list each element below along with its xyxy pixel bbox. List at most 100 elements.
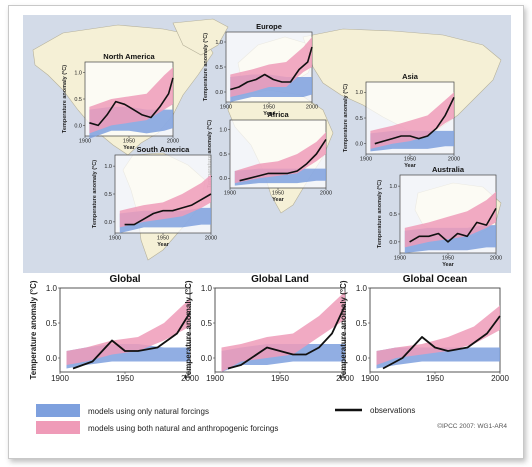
south-america-xlabel: Year xyxy=(157,242,169,248)
global-ocean-xtick-label-1900: 1900 xyxy=(361,374,379,383)
asia-xtick-label-2000: 2000 xyxy=(448,157,460,163)
chart-north-america: 1900 1950 2000 0.0 0.5 1.0 North America Year Te… xyxy=(62,52,179,151)
legend-both-label: models using both natural and anthropoge… xyxy=(88,424,278,433)
south-america-title: South America xyxy=(137,145,190,154)
africa-observations-line xyxy=(239,138,327,182)
global-land-ytick-label-1: 0.5 xyxy=(201,319,213,328)
africa-title: Africa xyxy=(267,110,289,119)
global-ocean-ytick-label-2: 1.0 xyxy=(356,284,368,293)
global-title: Global xyxy=(109,274,140,285)
south-america-ytick-label-2: 1.0 xyxy=(104,164,112,170)
europe-title: Europe xyxy=(256,22,282,31)
asia-ytick-label-2: 1.0 xyxy=(355,90,363,96)
north-america-ytick-label-2: 1.0 xyxy=(74,70,82,76)
australia-ytick-label-2: 1.0 xyxy=(389,184,397,190)
asia-ytick-label-0: 0.0 xyxy=(355,142,363,148)
south-america-ytick-label-0: 0.0 xyxy=(104,220,112,226)
chart-global-land: 1900 1950 2000 0.0 0.5 1.0 Global Land Temperat… xyxy=(184,274,354,383)
chart-global-ocean: 1900 1950 2000 0.0 0.5 1.0 Global Ocean Tempera… xyxy=(339,274,509,383)
australia-ylabel: Temperature anomaly (°C) xyxy=(377,180,383,248)
europe-ytick-label-2: 1.0 xyxy=(215,40,223,46)
australia-observations-line xyxy=(409,208,497,243)
global-xtick-label-1900: 1900 xyxy=(51,374,69,383)
legend-both-swatch xyxy=(36,421,80,434)
africa-both-band xyxy=(234,132,326,184)
europe-ylabel: Temperature anomaly (°C) xyxy=(203,33,209,101)
north-america-xtick-label-1950: 1950 xyxy=(123,139,135,145)
north-america-both-band xyxy=(89,67,173,134)
north-america-title: North America xyxy=(103,52,155,61)
africa-xlabel: Year xyxy=(272,197,284,203)
global-land-ytick-label-0: 0.0 xyxy=(201,354,213,363)
chart-australia: 1900 1950 2000 0.0 0.5 1.0 Australia Year Temper… xyxy=(377,165,502,268)
asia-xlabel: Year xyxy=(404,163,416,169)
africa-ytick-label-0: 0.0 xyxy=(219,176,227,182)
asia-ytick-label-1: 0.5 xyxy=(355,116,363,122)
africa-xtick-label-1950: 1950 xyxy=(272,191,284,197)
asia-ylabel: Temperature anomaly (°C) xyxy=(343,84,349,152)
global-ylabel: Temperature anomaly (°C) xyxy=(29,280,38,379)
north-america-ytick-label-0: 0.0 xyxy=(74,123,82,129)
australia-xtick-label-1950: 1950 xyxy=(442,256,454,262)
asia-both-band xyxy=(370,92,454,149)
global-land-ylabel: Temperature anomaly (°C) xyxy=(184,280,193,379)
europe-xtick-label-1900: 1900 xyxy=(220,105,232,111)
europe-xtick-label-1950: 1950 xyxy=(263,105,275,111)
global-land-ytick-label-2: 1.0 xyxy=(201,284,213,293)
north-america-observations-line xyxy=(89,77,174,127)
australia-xtick-label-1900: 1900 xyxy=(394,256,406,262)
global-ytick-label-0: 0.0 xyxy=(46,354,58,363)
global-both-band xyxy=(66,298,190,365)
global-land-xtick-label-1900: 1900 xyxy=(206,374,224,383)
global-land-title: Global Land xyxy=(251,274,309,285)
africa-ytick-label-1: 0.5 xyxy=(219,152,227,158)
chart-global: 1900 1950 2000 0.0 0.5 1.0 Global Temperature a… xyxy=(29,274,199,383)
north-america-ytick-label-1: 0.5 xyxy=(74,97,82,103)
north-america-ylabel: Temperature anomaly (°C) xyxy=(62,65,68,133)
chart-asia: 1900 1950 2000 0.0 0.5 1.0 Asia Year Temperature… xyxy=(343,72,460,169)
greenland-landmass xyxy=(172,18,229,56)
europe-both-band xyxy=(230,37,312,97)
global-land-xtick-label-2000: 2000 xyxy=(336,374,354,383)
global-ocean-ytick-label-1: 0.5 xyxy=(356,319,368,328)
south-america-ylabel: Temperature anomaly (°C) xyxy=(92,160,98,228)
legend-natural-swatch xyxy=(36,404,80,417)
europe-xtick-label-2000: 2000 xyxy=(306,105,318,111)
australia-ytick-label-1: 0.5 xyxy=(389,212,397,218)
asia-xtick-label-1950: 1950 xyxy=(404,157,416,163)
africa-ytick-label-2: 1.0 xyxy=(219,128,227,134)
global-land-both-band xyxy=(221,291,345,372)
europe-ytick-label-1: 0.5 xyxy=(215,65,223,71)
north-america-xtick-label-2000: 2000 xyxy=(167,139,179,145)
europe-xlabel: Year xyxy=(263,111,275,117)
global-ocean-xtick-label-1950: 1950 xyxy=(426,374,444,383)
south-america-xtick-label-1900: 1900 xyxy=(109,236,121,242)
africa-ylabel: Temperature anomaly (°C) xyxy=(207,120,213,188)
chart-africa: 1900 1950 20000.00.51.0AfricaYearTemperatu… xyxy=(207,110,332,203)
africa-xtick-label-2000: 2000 xyxy=(320,191,332,197)
global-xtick-label-1950: 1950 xyxy=(116,374,134,383)
asia-xtick-label-1900: 1900 xyxy=(360,157,372,163)
australia-both-band xyxy=(404,191,496,248)
north-america-xtick-label-1900: 1900 xyxy=(79,139,91,145)
south-america-xtick-label-1950: 1950 xyxy=(157,236,169,242)
global-ytick-label-2: 1.0 xyxy=(46,284,58,293)
global-ocean-observations-line xyxy=(382,315,501,370)
australia-title: Australia xyxy=(432,165,465,174)
australia-ytick-label-0: 0.0 xyxy=(389,240,397,246)
asia-title: Asia xyxy=(402,72,419,81)
australia-xlabel: Year xyxy=(442,262,454,268)
global-observations-line xyxy=(72,312,191,370)
australia-xtick-label-2000: 2000 xyxy=(490,256,502,262)
south-america-both-band xyxy=(119,174,211,228)
credit-text: ©IPCC 2007: WG1-AR4 xyxy=(437,422,507,430)
south-america-xtick-label-2000: 2000 xyxy=(205,236,217,242)
global-land-xtick-label-1950: 1950 xyxy=(271,374,289,383)
chart-europe: 1900 1950 2000 0.0 0.5 1.0 Europe Year Temperatu… xyxy=(203,22,318,117)
global-ocean-ylabel: Temperature anomaly (°C) xyxy=(339,280,348,379)
asia-observations-line xyxy=(374,97,455,145)
europe-observations-line xyxy=(230,46,313,91)
